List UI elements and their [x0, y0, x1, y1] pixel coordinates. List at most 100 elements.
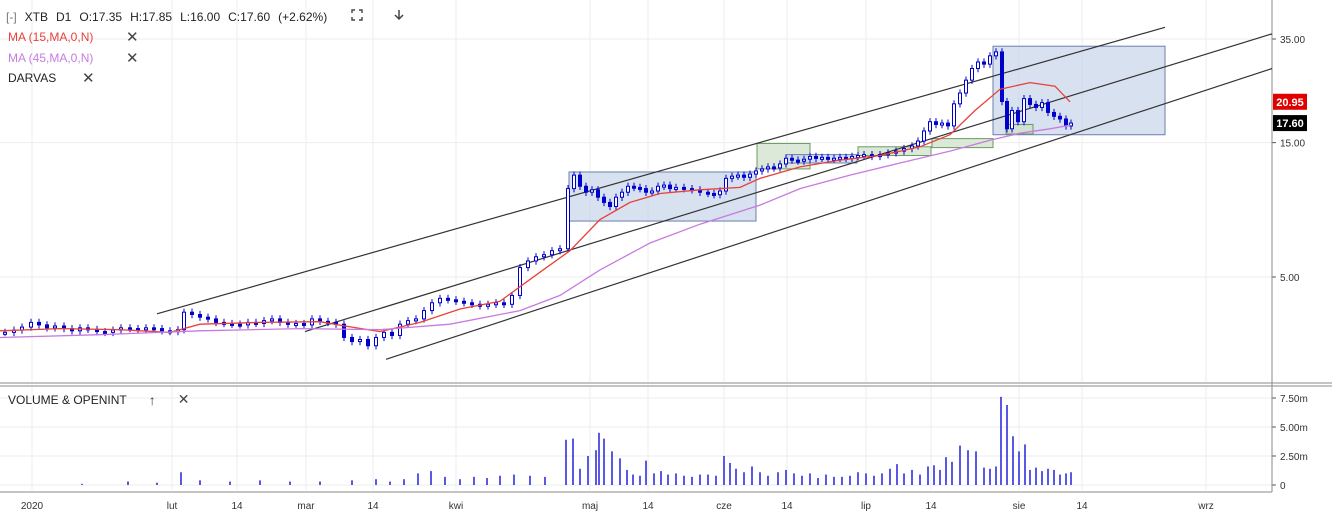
candle — [270, 315, 274, 325]
candle-body — [160, 328, 164, 332]
candle — [736, 171, 740, 180]
volume-bar — [707, 474, 709, 485]
candle-body — [614, 196, 618, 207]
volume-bar — [715, 475, 717, 485]
candle-body — [542, 254, 546, 258]
candle — [95, 325, 99, 336]
candle — [182, 308, 186, 334]
candle — [754, 167, 758, 178]
candle-body — [668, 184, 672, 190]
fullscreen-icon[interactable] — [351, 9, 363, 24]
y-tick-label: 15.00 — [1280, 139, 1305, 150]
volume-bar — [967, 450, 969, 485]
candle — [406, 317, 410, 328]
volume-bar — [959, 445, 961, 485]
candle — [808, 152, 812, 163]
volume-bar — [459, 479, 461, 485]
candle-body — [37, 321, 41, 326]
volume-bar — [603, 438, 605, 485]
candle — [706, 188, 710, 198]
volume-bar — [127, 481, 129, 485]
collapse-toggle-button[interactable]: [-] — [6, 9, 17, 24]
volume-bar — [849, 475, 851, 485]
volume-bar — [873, 475, 875, 485]
x-tick-label: lut — [167, 501, 178, 512]
candle — [1000, 48, 1004, 106]
volume-bar — [486, 478, 488, 485]
volume-bar — [660, 471, 662, 485]
candle — [748, 170, 752, 181]
candle-body — [712, 192, 716, 196]
candle-body — [1069, 122, 1073, 127]
volume-bar — [945, 457, 947, 485]
candle-body — [970, 67, 974, 81]
x-tick-label: wrz — [1197, 501, 1214, 512]
volume-bar — [156, 482, 158, 485]
candle-body — [53, 325, 57, 329]
remove-ma15-close-icon[interactable]: ✕ — [126, 29, 139, 46]
volume-bar — [751, 466, 753, 485]
candle — [454, 296, 458, 305]
candle — [286, 318, 290, 328]
candle-body — [644, 188, 648, 193]
volume-bar — [857, 472, 859, 485]
candle-body — [934, 121, 938, 125]
remove-volume-close-icon[interactable]: ✕ — [177, 391, 190, 407]
candle — [656, 182, 660, 195]
volume-bar — [229, 481, 231, 485]
candle-body — [682, 186, 686, 190]
candle-body — [342, 323, 346, 338]
arrow-down-icon[interactable] — [393, 9, 405, 24]
volume-bar — [565, 439, 567, 485]
candle — [952, 100, 956, 130]
candle — [814, 152, 818, 162]
candle — [1069, 119, 1073, 130]
candle-body — [856, 155, 860, 159]
remove-ma45-close-icon[interactable]: ✕ — [126, 50, 139, 67]
candle-body — [976, 61, 980, 69]
candle-body — [374, 336, 378, 347]
candle — [430, 299, 434, 315]
volume-bar — [889, 468, 891, 485]
volume-bar — [375, 479, 377, 485]
volume-bar — [1047, 468, 1049, 485]
candle-body — [1064, 118, 1068, 127]
candle-body — [302, 322, 306, 326]
volume-bar — [579, 468, 581, 485]
remove-darvas-close-icon[interactable]: ✕ — [82, 70, 95, 87]
candle — [3, 328, 7, 337]
candle — [620, 188, 624, 201]
candle — [37, 318, 41, 329]
candle-body — [784, 157, 788, 165]
candle — [390, 328, 394, 340]
candle — [712, 189, 716, 199]
arrow-up-icon[interactable]: ↑ — [148, 391, 156, 408]
candle-body — [674, 186, 678, 190]
candle-body — [952, 103, 956, 127]
candle-body — [1028, 98, 1032, 105]
volume-bar — [180, 472, 182, 485]
candle-body — [958, 92, 962, 105]
candle-body — [198, 313, 202, 318]
volume-bar — [809, 473, 811, 485]
candle-body — [754, 170, 758, 175]
price-badge-label: 17.60 — [1276, 118, 1304, 130]
candle-body — [398, 323, 402, 336]
candle-body — [632, 185, 636, 189]
candle — [334, 318, 338, 328]
candle — [1016, 106, 1020, 126]
volume-bar — [911, 469, 913, 485]
candle-body — [1052, 111, 1056, 117]
volume-bar — [319, 481, 321, 485]
candle-body — [1016, 110, 1020, 123]
candle — [958, 89, 962, 108]
candle — [350, 333, 354, 346]
volume-bar — [735, 468, 737, 485]
candle-body — [748, 173, 752, 178]
candle-body — [928, 121, 932, 132]
candle-body — [406, 320, 410, 325]
volume-bar — [598, 432, 600, 485]
candle — [790, 154, 794, 164]
candle-body — [382, 331, 386, 338]
